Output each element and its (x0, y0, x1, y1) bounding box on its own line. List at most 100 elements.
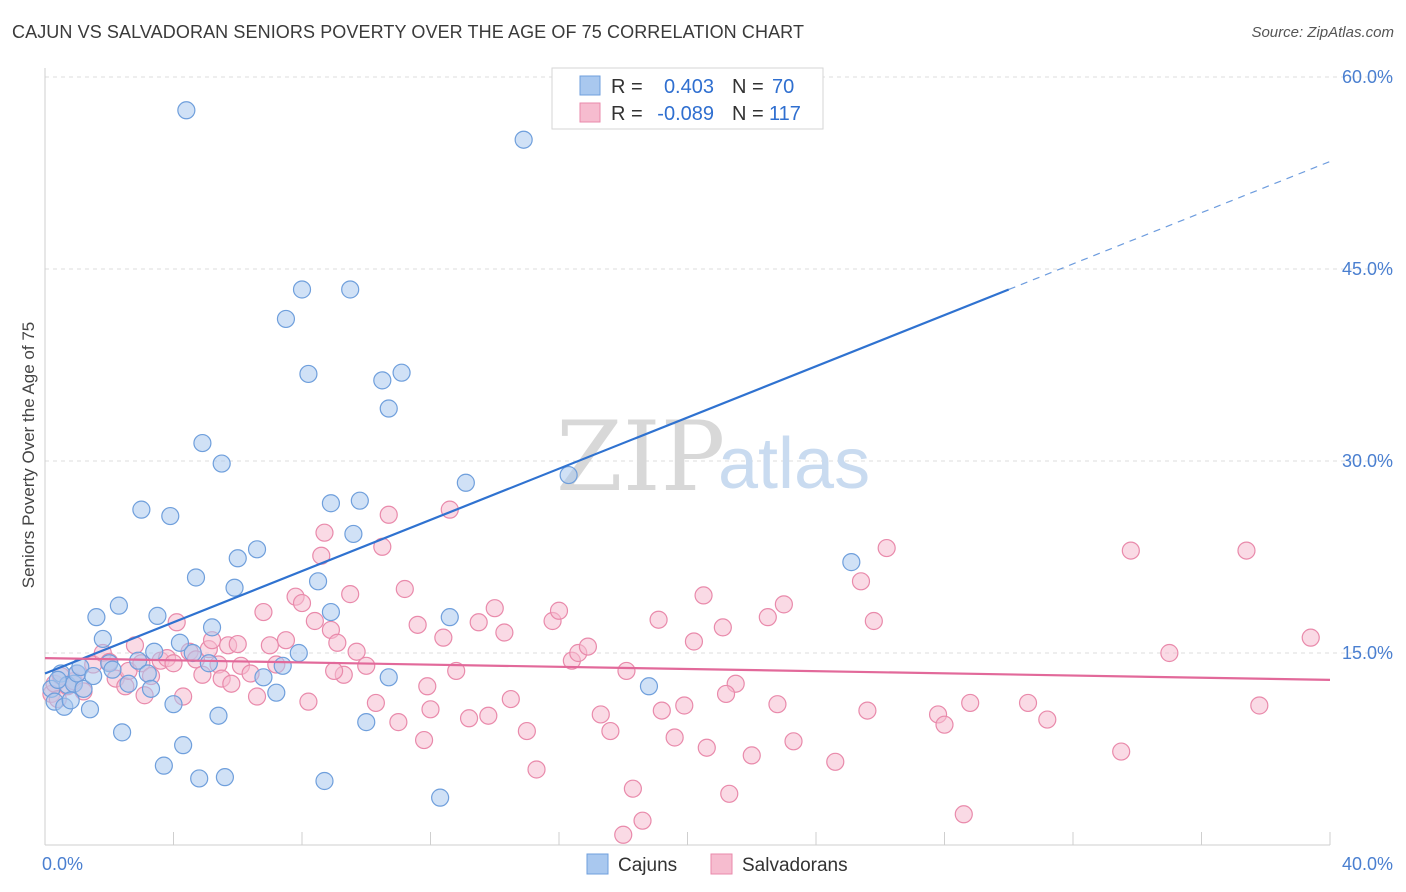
salvadoran-point (434, 628, 453, 647)
cajun-point (247, 540, 267, 559)
salvadoran-point (469, 613, 488, 632)
salvadoran-point (935, 715, 954, 734)
legend: R = 0.403 N = 70 R = -0.089 N = 117 (551, 67, 824, 130)
legend-r-label-salvadorans: R = (611, 103, 643, 125)
cajun-point (350, 491, 369, 510)
cajun-trend-line (44, 288, 1010, 675)
y-tick-label: 60.0% (1342, 67, 1393, 87)
salvadoran-point (328, 633, 347, 652)
salvadoran-point (864, 611, 883, 631)
cajun-point (373, 371, 392, 390)
salvadoran-point (665, 728, 684, 747)
legend-n-label-cajuns: N = (732, 76, 764, 98)
bottom-legend-swatch-salvadorans (710, 853, 733, 875)
cajun-point (514, 130, 533, 149)
cajun-point (267, 683, 286, 702)
bottom-legend-swatch-cajuns (586, 853, 609, 875)
axes (44, 68, 1331, 846)
cajun-point (186, 568, 206, 587)
salvadoran-point (601, 721, 620, 741)
salvadoran-point (675, 696, 694, 715)
legend-swatch-salvadorans (579, 102, 601, 123)
salvadoran-point (459, 709, 479, 728)
salvadoran-point (716, 684, 736, 704)
trend-lines (44, 160, 1331, 681)
salvadoran-point (276, 631, 296, 650)
salvadoran-point (774, 595, 793, 614)
cajun-point (74, 679, 93, 698)
cajun-point (273, 656, 292, 675)
salvadoran-point (1112, 742, 1131, 761)
salvadoran-point (633, 811, 652, 830)
salvadoran-point (954, 805, 973, 824)
salvadoran-point (758, 608, 777, 627)
salvadoran-point (485, 599, 504, 618)
salvadoran-point (222, 674, 241, 693)
watermark-zip: ZIP (556, 401, 725, 513)
salvadoran-point (784, 732, 803, 751)
cajun-point (202, 618, 222, 637)
chart-title: CAJUN VS SALVADORAN SENIORS POVERTY OVER… (12, 22, 805, 42)
cajun-point (132, 500, 151, 519)
cajun-point (154, 756, 173, 775)
salvadoran-point (447, 661, 466, 681)
cajun-point (119, 674, 138, 693)
salvadoran-point (591, 705, 610, 724)
cajun-point (212, 454, 231, 473)
cajun-point (357, 713, 376, 732)
y-tick-label: 45.0% (1342, 259, 1393, 279)
cajun-point (321, 602, 341, 622)
salvadoran-point (614, 825, 633, 844)
salvadoran-point (877, 538, 896, 558)
cajun-point (199, 654, 218, 673)
salvadoran-point (479, 706, 498, 725)
cajun-point (379, 668, 398, 687)
x-tick-label: 0.0% (42, 854, 83, 874)
salvadoran-point (325, 661, 344, 681)
cajun-point (183, 643, 202, 663)
cajun-point (84, 666, 103, 686)
salvadoran-point (247, 687, 267, 706)
salvadoran-point (1250, 696, 1269, 715)
cajun-point (456, 473, 475, 492)
salvadoran-point (1121, 541, 1140, 560)
cajun-trend-extension (1008, 160, 1331, 291)
cajun-point (289, 643, 308, 663)
cajun-point (276, 309, 296, 329)
legend-r-label-cajuns: R = (611, 76, 643, 98)
x-tick-label: 40.0% (1342, 854, 1393, 874)
salvadoran-point (389, 713, 408, 732)
legend-r-value-cajuns: 0.403 (664, 76, 714, 98)
salvadoran-point (623, 779, 642, 798)
cajun-point (321, 494, 341, 513)
cajun-point (190, 769, 209, 788)
cajun-point (174, 736, 193, 755)
cajun-point (145, 642, 164, 661)
cajuns-points (42, 101, 861, 807)
cajun-point (170, 633, 190, 652)
cajun-point (148, 606, 167, 625)
salvadoran-point (395, 579, 414, 599)
cajun-point (80, 700, 100, 719)
salvadoran-point (501, 689, 520, 709)
salvadoran-point (1237, 541, 1256, 560)
cajun-point (164, 695, 183, 714)
cajun-point (177, 101, 196, 120)
salvadoran-point (684, 632, 704, 651)
salvadoran-point (421, 700, 440, 719)
cajun-point (254, 668, 273, 687)
cajun-point (440, 608, 459, 627)
salvadoran-point (366, 693, 385, 713)
cajun-point (193, 433, 212, 453)
salvadoran-point (315, 523, 334, 542)
y-tick-label: 30.0% (1342, 451, 1393, 471)
salvadoran-point (418, 677, 437, 696)
watermark: ZIP atlas (556, 401, 870, 513)
cajun-point (559, 465, 578, 485)
cajun-point (431, 788, 450, 807)
salvadoran-point (652, 701, 671, 720)
salvadoran-point (697, 738, 716, 757)
salvadoran-point (858, 701, 877, 720)
cajun-point (103, 660, 122, 679)
